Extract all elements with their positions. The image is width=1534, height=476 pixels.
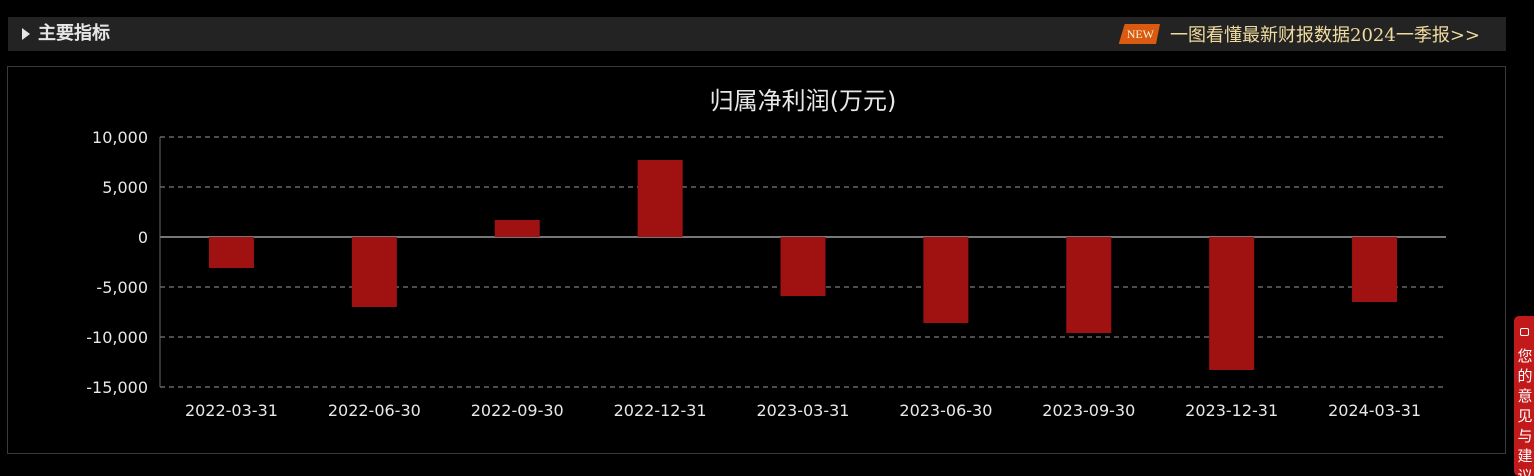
bar-2022-03-31 <box>208 237 254 268</box>
x-tick-label: 2023-09-30 <box>1042 401 1135 420</box>
bar-2023-09-30 <box>1066 237 1112 333</box>
profit-bar-chart: 归属净利润(万元) 10,000 5,000 0 -5,000 -10,000 -15,00… <box>86 87 1446 420</box>
feedback-side-tab[interactable]: 您的意见与建议 <box>1514 316 1534 476</box>
report-link-text[interactable]: 一图看懂最新财报数据2024一季报>> <box>1170 25 1480 46</box>
bar-2023-06-30 <box>923 237 969 323</box>
chart-frame: 归属净利润(万元) 10,000 5,000 0 -5,000 -10,000 -15,00… <box>7 66 1506 454</box>
report-link[interactable]: NEW 一图看懂最新财报数据2024一季报>> <box>1119 17 1480 51</box>
x-tick-label: 2022-12-31 <box>614 401 707 420</box>
expand-triangle-icon[interactable] <box>22 28 30 40</box>
x-tick-label: 2022-09-30 <box>471 401 564 420</box>
feedback-icon <box>1520 328 1529 336</box>
x-tick-label: 2023-12-31 <box>1185 401 1278 420</box>
y-tick-label: 0 <box>138 228 148 247</box>
section-title[interactable]: 主要指标 <box>22 17 110 51</box>
x-tick-label: 2023-06-30 <box>899 401 992 420</box>
new-badge: NEW <box>1119 24 1160 44</box>
bar-2022-12-31 <box>637 160 683 237</box>
y-tick-label: -5,000 <box>96 278 148 297</box>
feedback-tab-text: 您的意见与建议 <box>1517 347 1533 476</box>
chart-title: 归属净利润(万元) <box>710 87 897 115</box>
x-tick-label: 2024-03-31 <box>1328 401 1421 420</box>
x-tick-label: 2023-03-31 <box>757 401 850 420</box>
y-tick-label: -10,000 <box>86 328 148 347</box>
bar-2022-09-30 <box>494 220 540 237</box>
y-tick-label: 5,000 <box>102 178 148 197</box>
header-bar: 主要指标 NEW 一图看懂最新财报数据2024一季报>> <box>8 17 1506 51</box>
bar-2023-03-31 <box>780 237 826 296</box>
bar-2024-03-31 <box>1352 237 1398 302</box>
y-tick-label: 10,000 <box>92 128 148 147</box>
x-tick-label: 2022-06-30 <box>328 401 421 420</box>
bar-2022-06-30 <box>351 237 397 307</box>
x-tick-label: 2022-03-31 <box>185 401 278 420</box>
section-title-text: 主要指标 <box>38 23 110 44</box>
bar-2023-12-31 <box>1209 237 1255 370</box>
y-tick-label: -15,000 <box>86 378 148 397</box>
